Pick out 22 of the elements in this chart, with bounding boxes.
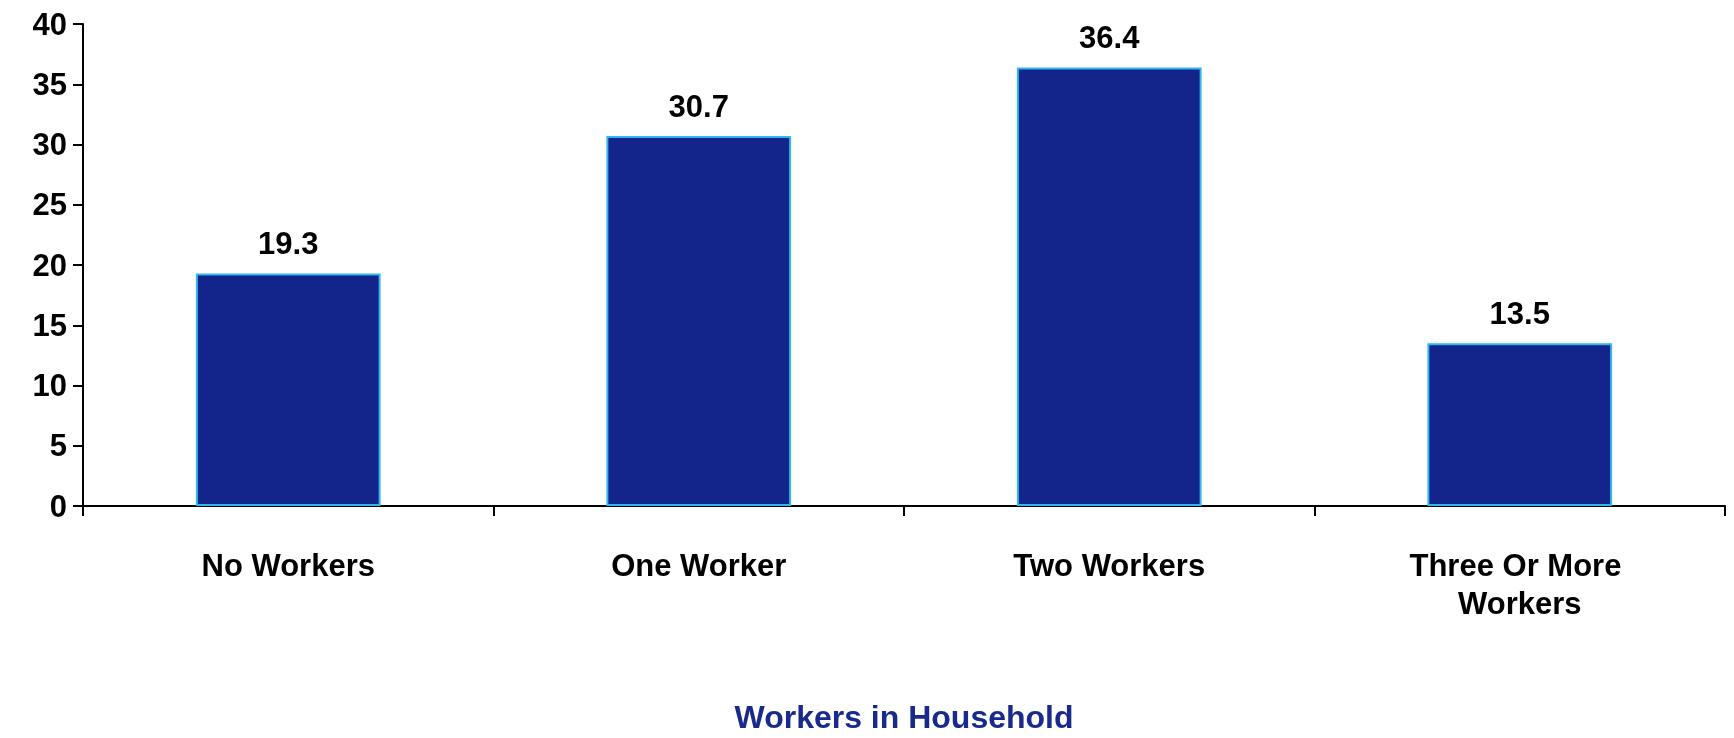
y-tick-label: 40 xyxy=(32,6,67,42)
data-label: 19.3 xyxy=(258,226,319,262)
y-tick-label: 35 xyxy=(32,66,67,102)
bar xyxy=(1016,67,1202,506)
y-tick-label: 10 xyxy=(32,368,67,403)
x-tick-label: Three Or More Workers xyxy=(1409,547,1630,621)
y-tick-label: 20 xyxy=(32,247,67,283)
y-tick-label: 5 xyxy=(49,428,67,464)
bar xyxy=(1427,343,1613,506)
data-label: 36.4 xyxy=(1079,20,1141,56)
x-tick-label: One Worker xyxy=(611,547,787,583)
x-tick-label: Two Workers xyxy=(1013,547,1206,583)
data-label: 30.7 xyxy=(668,89,729,125)
y-tick-label: 25 xyxy=(32,187,67,223)
bar xyxy=(606,136,792,506)
x-axis-title: Workers in Household xyxy=(734,699,1074,735)
data-label: 13.5 xyxy=(1489,296,1550,332)
bar xyxy=(195,273,381,506)
x-tick-label: No Workers xyxy=(201,547,375,583)
y-tick-label: 15 xyxy=(32,307,67,343)
y-tick-label: 30 xyxy=(32,127,67,162)
y-tick-label: 0 xyxy=(49,488,67,524)
